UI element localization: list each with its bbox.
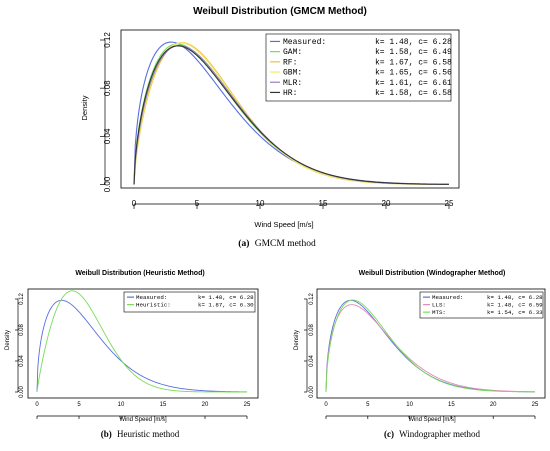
x-tick-label: 0	[324, 402, 328, 408]
y-tick-label: 0.00	[103, 176, 112, 192]
legend-entry-params: k= 1.61, c= 6.61	[375, 79, 452, 88]
series-line	[133, 45, 449, 185]
y-tick-label: 0.08	[19, 324, 25, 336]
legend-box	[419, 291, 544, 319]
legend-entry-name: MTS:	[432, 309, 446, 316]
series-line	[36, 299, 247, 393]
x-tick-label: 20	[490, 402, 497, 408]
legend-entry-name: GBM:	[283, 69, 302, 78]
x-tick-label: 25	[445, 199, 454, 208]
x-axis-label: Wind Speed [m/s]	[408, 417, 456, 423]
y-tick-label: 0.04	[309, 355, 315, 367]
legend-entry-name: Measured:	[432, 294, 463, 301]
y-tick-label: 0.08	[309, 324, 315, 336]
chart-title: Weibull Distribution (Heuristic Method)	[75, 270, 204, 277]
legend-entry-params: k= 1.65, c= 6.56	[375, 69, 452, 78]
x-tick-label: 5	[195, 199, 200, 208]
y-tick-label: 0.12	[103, 32, 112, 48]
y-tick-label: 0.08	[103, 80, 112, 96]
y-tick-label: 0.00	[309, 386, 315, 398]
legend-entry-params: k= 1.87, c= 6.30	[198, 302, 254, 309]
caption-b-text: Heuristic method	[117, 429, 180, 439]
legend-entry-name: LLS:	[432, 302, 446, 309]
legend-entry-params: k= 1.48, c= 6.28	[375, 38, 452, 47]
legend-entry-name: HR:	[283, 89, 297, 98]
legend-entry-name: MLR:	[283, 79, 302, 88]
legend-entry-name: Measured:	[136, 294, 167, 301]
x-tick-label: 10	[406, 402, 413, 408]
caption-a: (a) GMCM method	[238, 238, 316, 249]
caption-a-letter: (a)	[238, 238, 249, 249]
y-tick-label: 0.12	[309, 293, 315, 305]
chart-title: Weibull Distribution (GMCM Method)	[193, 6, 367, 17]
legend-entry-name: Heuristic:	[136, 302, 171, 309]
legend-box	[265, 33, 452, 102]
x-tick-label: 20	[202, 402, 209, 408]
y-tick-label: 0.04	[19, 355, 25, 367]
x-tick-label: 5	[366, 402, 370, 408]
y-axis-label: Density	[80, 95, 89, 120]
caption-a-text: GMCM method	[255, 239, 316, 249]
y-tick-label: 0.12	[19, 293, 25, 305]
x-tick-label: 10	[256, 199, 265, 208]
legend-entry-params: k= 1.48, c= 6.28	[198, 294, 254, 301]
chart-panel-2: Weibull Distribution (Heuristic Method) 0…	[5, 270, 259, 423]
legend-entry-name: RF:	[283, 58, 297, 67]
legend-entry-params: k= 1.58, c= 6.49	[375, 48, 452, 57]
y-axis-label: Density	[5, 330, 11, 350]
series-line	[325, 299, 535, 393]
x-axis-label: Wind Speed [m/s]	[254, 220, 313, 229]
chart-panel-3: Weibull Distribution (Windographer Metho…	[294, 270, 546, 423]
plot-frame	[316, 288, 546, 399]
y-axis-label: Density	[294, 330, 300, 350]
legend-entry-params: k= 1.67, c= 6.58	[375, 58, 452, 67]
chart-panel-1: Weibull Distribution (GMCM Method) 0 5 10 15…	[80, 6, 460, 229]
y-tick-label: 0.00	[19, 386, 25, 398]
x-tick-label: 15	[160, 402, 167, 408]
legend-entry-name: Measured:	[283, 38, 326, 47]
plot-frame	[27, 288, 259, 399]
series-line	[36, 290, 247, 393]
x-axis-label: Wind Speed [m/s]	[119, 417, 167, 423]
caption-c-text: Windographer method	[399, 429, 480, 439]
legend-entry-params: k= 1.58, c= 6.58	[375, 89, 452, 98]
x-tick-label: 0	[132, 199, 137, 208]
x-tick-label: 25	[244, 402, 251, 408]
y-tick-label: 0.04	[103, 128, 112, 144]
caption-b: (b) Heuristic method	[101, 429, 180, 439]
x-tick-label: 15	[319, 199, 328, 208]
legend-entry-params: k= 1.54, c= 6.33	[487, 309, 543, 316]
legend-entry-params: k= 1.48, c= 6.59	[487, 302, 543, 309]
plot-frame	[120, 29, 460, 189]
chart-title: Weibull Distribution (Windographer Metho…	[359, 270, 506, 277]
x-tick-label: 15	[448, 402, 455, 408]
x-tick-label: 25	[532, 402, 539, 408]
x-tick-label: 5	[77, 402, 81, 408]
x-tick-label: 10	[118, 402, 125, 408]
x-tick-label: 20	[382, 199, 391, 208]
legend-entry-params: k= 1.48, c= 6.28	[487, 294, 543, 301]
x-tick-label: 0	[35, 402, 39, 408]
caption-c: (c) Windographer method	[384, 429, 480, 439]
series-line	[325, 304, 536, 393]
caption-b-letter: (b)	[101, 429, 112, 439]
legend-entry-name: GAM:	[283, 48, 302, 57]
legend-box	[123, 291, 256, 313]
caption-c-letter: (c)	[384, 429, 394, 439]
